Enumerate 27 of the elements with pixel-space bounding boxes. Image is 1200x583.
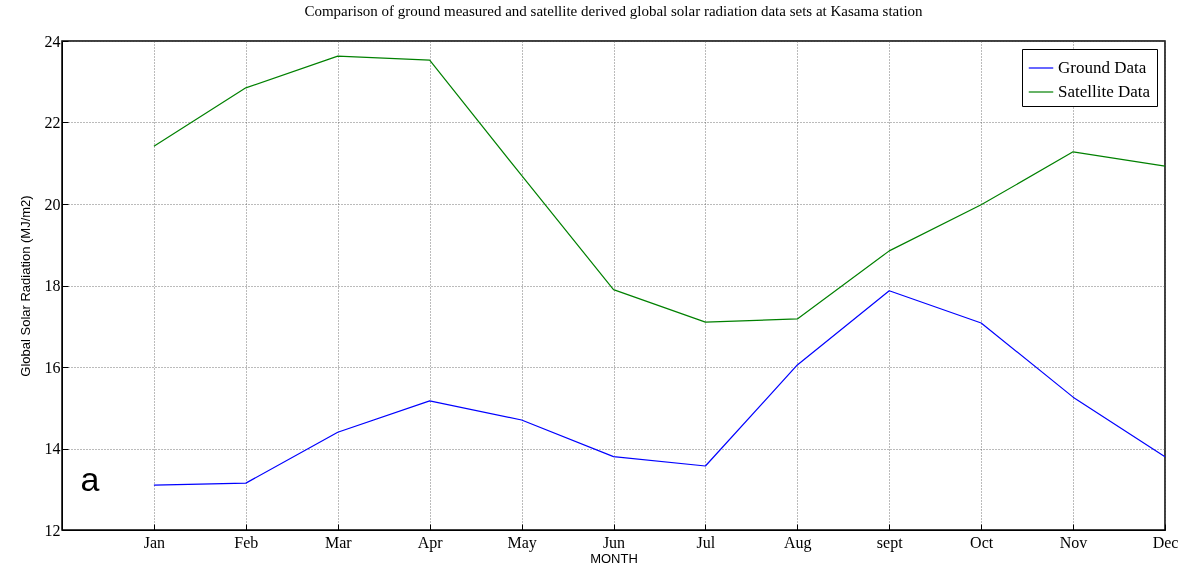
x-axis-title: MONTH xyxy=(590,550,638,566)
line-series xyxy=(153,290,1166,486)
x-tick-label: Dec xyxy=(1152,533,1179,551)
y-tick-label: 16 xyxy=(44,358,61,376)
legend-label: Satellite Data xyxy=(1058,82,1151,101)
x-tick-label: sept xyxy=(876,533,904,552)
annotation: a xyxy=(80,460,100,498)
x-tick-label: Aug xyxy=(784,533,812,552)
y-tick-label: 22 xyxy=(44,114,61,131)
x-tick-label: Feb xyxy=(234,533,259,551)
x-tick-label: Apr xyxy=(417,533,444,552)
y-axis-title: Global Solar Radiation (MJ/m2) xyxy=(17,195,33,377)
x-tick-label: Mar xyxy=(324,533,353,551)
x-tick-label: Jan xyxy=(143,533,166,551)
x-tick-label: May xyxy=(507,533,537,552)
chart-title: Comparison of ground measured and satellite derived global solar radiation data sets at Kasama station xyxy=(304,3,924,19)
y-tick-label: 20 xyxy=(44,195,61,213)
y-tick-label: 14 xyxy=(44,440,61,457)
legend-label: Ground Data xyxy=(1058,58,1147,77)
x-tick-label: Jun xyxy=(602,533,626,551)
x-tick-label: Oct xyxy=(970,533,994,551)
y-tick-label: 18 xyxy=(44,277,61,294)
y-tick-label: 24 xyxy=(44,32,61,50)
line-series xyxy=(153,55,1166,323)
x-tick-label: Jul xyxy=(696,533,716,551)
y-tick-label: 12 xyxy=(44,521,61,539)
x-tick-label: Nov xyxy=(1059,533,1088,551)
